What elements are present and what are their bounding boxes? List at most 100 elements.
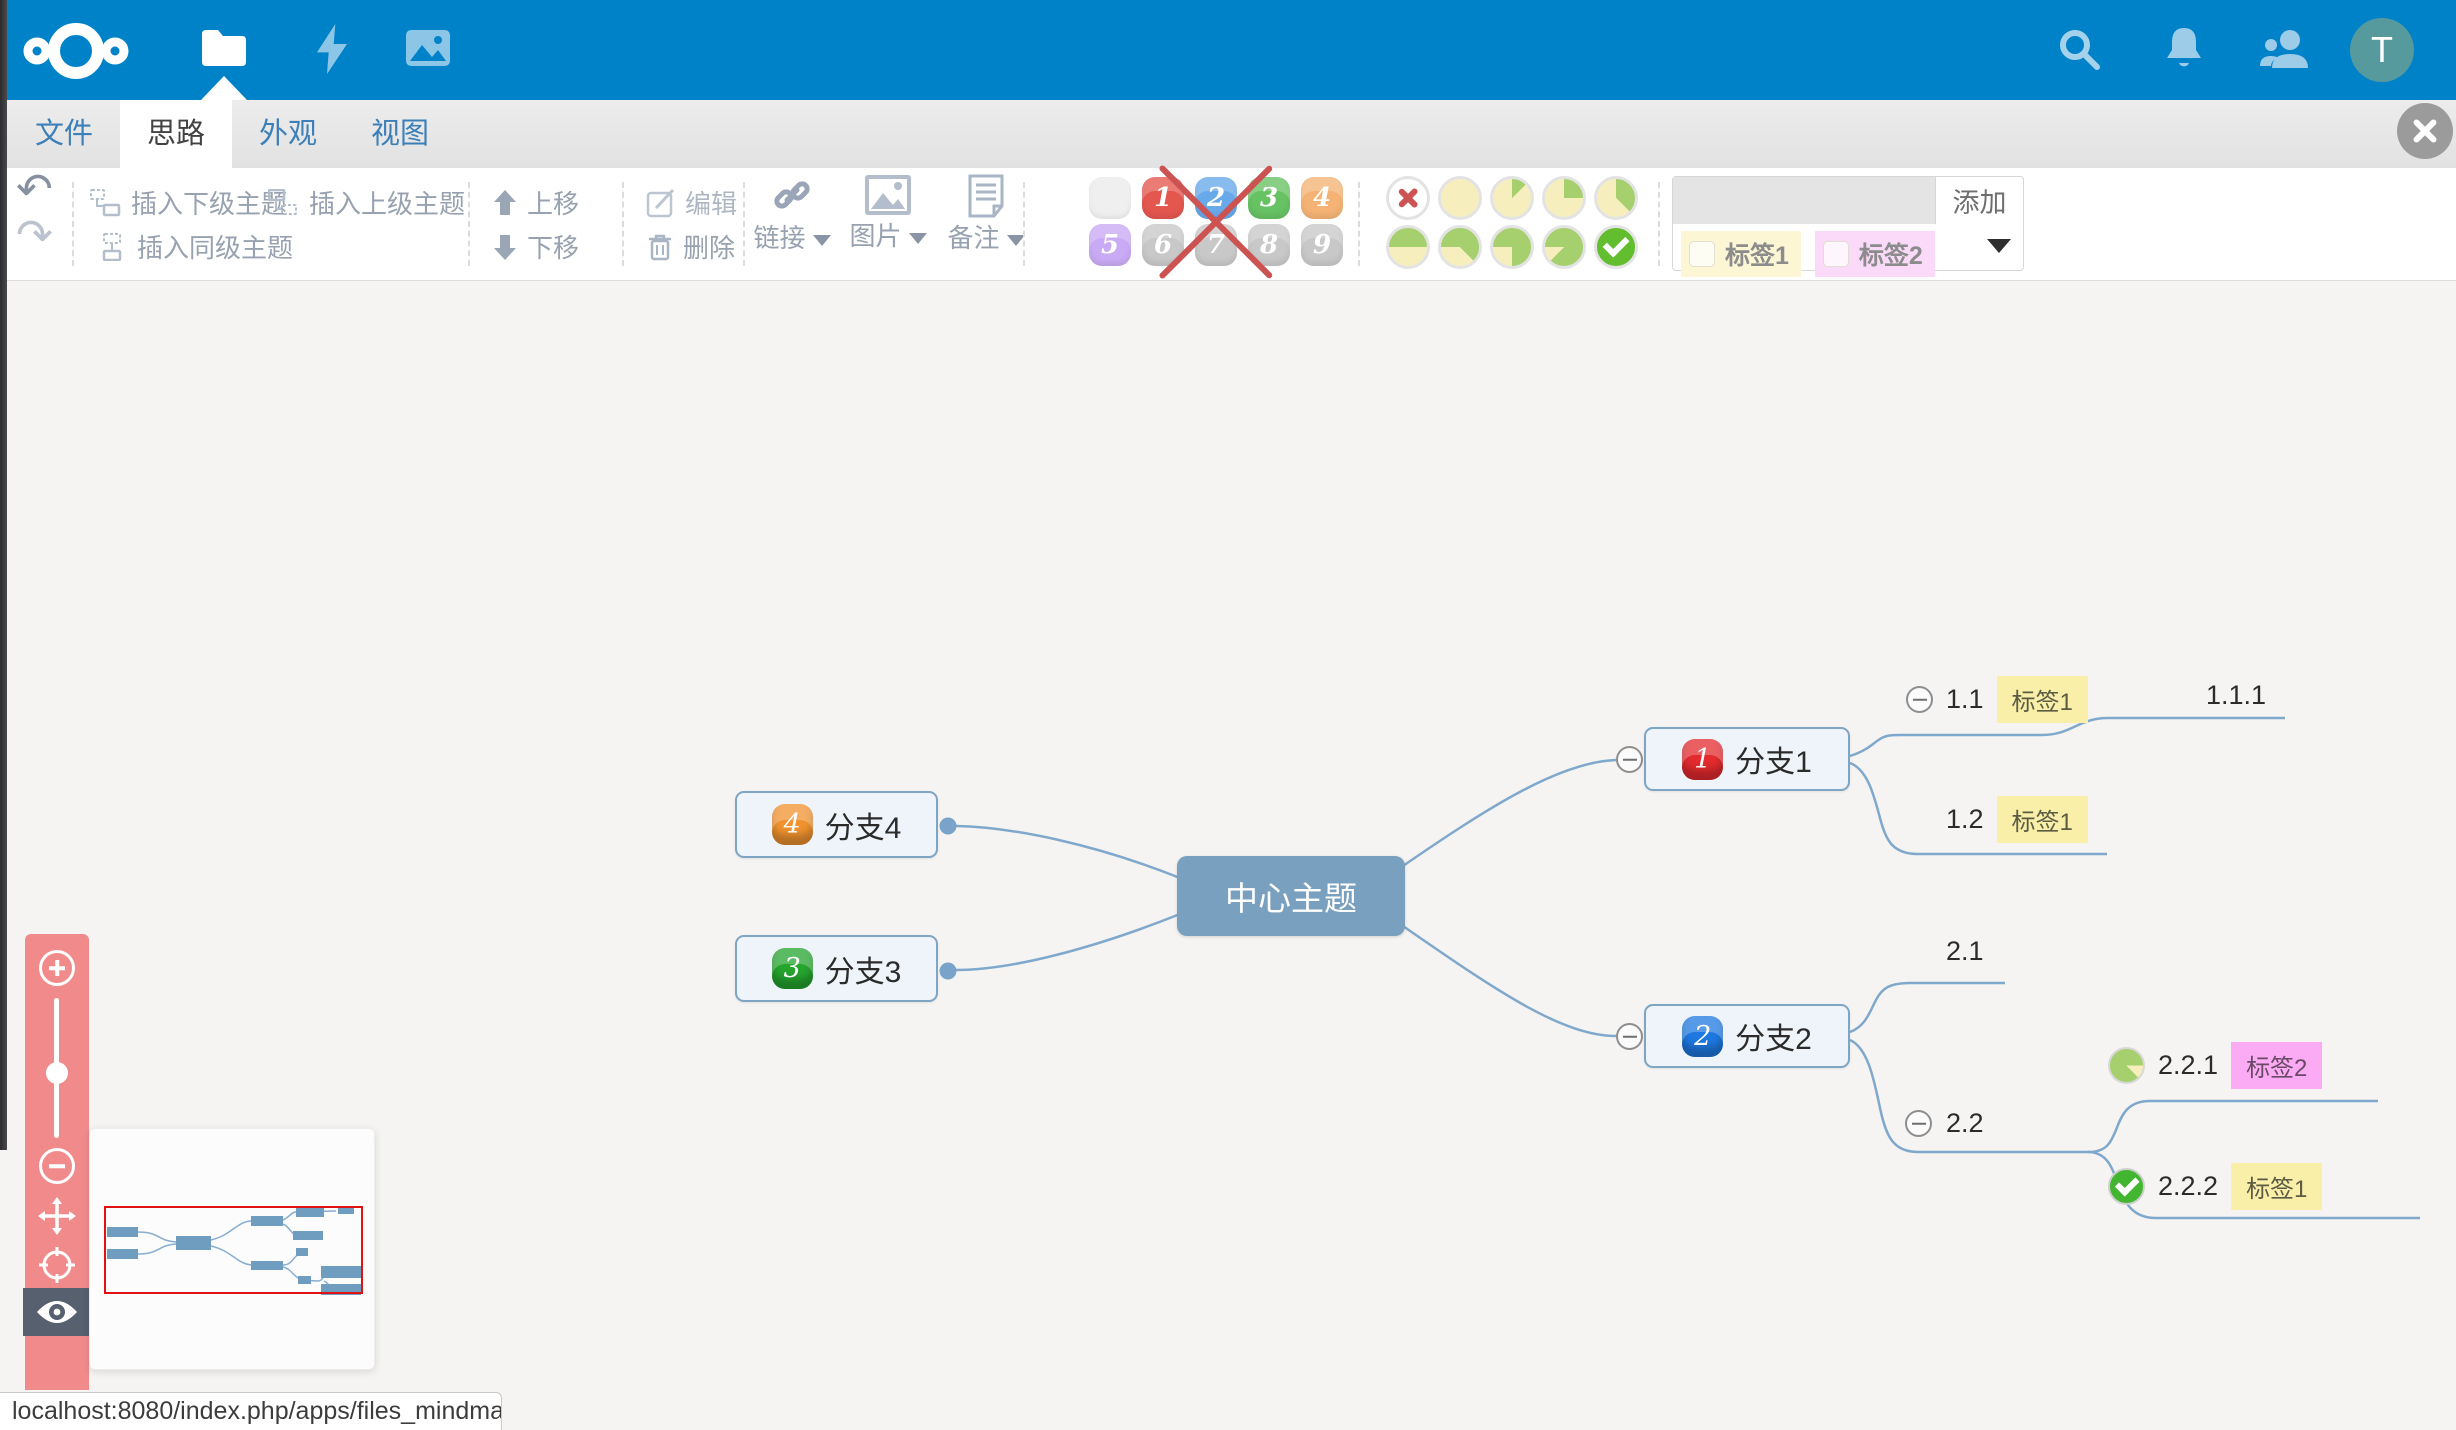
move-down-button[interactable]: 下移 — [492, 228, 579, 265]
mindmap-node-central[interactable]: 中心主题 — [1177, 856, 1405, 936]
insert-sibling-topic-button[interactable]: 插入同级主题 — [96, 228, 293, 265]
minimap-node — [338, 1207, 354, 1214]
priority-5-button[interactable]: 5 — [1089, 224, 1131, 266]
edit-pencil-icon — [646, 188, 675, 217]
checkbox-icon[interactable] — [1689, 241, 1715, 267]
mindmap-node-branch4[interactable]: 4 分支4 — [735, 791, 938, 858]
edit-button[interactable]: 编辑 — [646, 184, 737, 221]
checkbox-icon[interactable] — [1822, 241, 1849, 267]
priority-4-button[interactable]: 4 — [1301, 177, 1343, 219]
tab-view[interactable]: 视图 — [371, 118, 430, 150]
activity-app-icon[interactable] — [312, 24, 352, 74]
minimap-node — [321, 1266, 361, 1278]
mindmap-node-branch1[interactable]: 1 分支1 — [1644, 727, 1850, 791]
minimap-node — [176, 1236, 211, 1250]
progress-37.5-button[interactable] — [1594, 176, 1638, 220]
mindmap-node-1-1-1[interactable]: 1.1.1 — [2206, 680, 2267, 710]
search-icon[interactable] — [2056, 26, 2102, 72]
collapse-branch2-icon[interactable] — [1616, 1023, 1643, 1050]
progress-50-button[interactable] — [1386, 225, 1430, 269]
mindmap-node-2-1[interactable]: 2.1 — [1946, 936, 1984, 966]
priority-9-button[interactable]: 9 — [1301, 224, 1343, 266]
progress-done-button[interactable] — [1594, 225, 1638, 269]
minimap-viewport[interactable] — [104, 1206, 363, 1294]
minimap-panel[interactable] — [89, 1128, 375, 1370]
note-caret-icon — [1006, 234, 1025, 246]
minimap-links — [137, 1210, 337, 1291]
progress-0-button[interactable] — [1438, 176, 1482, 220]
insert-child-topic-button[interactable]: 插入下级主题 — [90, 184, 287, 221]
move-up-button[interactable]: 上移 — [492, 184, 579, 221]
tag-dropdown-caret-icon[interactable] — [1987, 239, 2011, 253]
pan-move-icon[interactable] — [37, 1196, 77, 1236]
progress-pie-icon — [2108, 1047, 2145, 1084]
progress-75-button[interactable] — [1490, 225, 1534, 269]
node-tag: 标签2 — [2231, 1042, 2323, 1089]
minimap-node — [251, 1261, 283, 1270]
files-app-icon[interactable] — [200, 28, 248, 68]
progress-62.5-button[interactable] — [1438, 225, 1482, 269]
priority-1-button[interactable]: 1 — [1142, 177, 1184, 219]
status-url-bar: localhost:8080/index.php/apps/files_mind… — [0, 1392, 502, 1430]
tag-widget: 添加 标签1 标签2 — [1672, 176, 2024, 277]
close-icon[interactable] — [2397, 103, 2453, 159]
minimap-toggle-eye-icon[interactable] — [23, 1288, 91, 1336]
tag-chip-2[interactable]: 标签2 — [1814, 231, 1935, 277]
redo-icon[interactable]: ↷ — [16, 211, 53, 260]
mindmap-node-branch2[interactable]: 2 分支2 — [1644, 1004, 1850, 1068]
tag-input[interactable] — [1673, 177, 1936, 224]
progress-87.5-button[interactable] — [1542, 225, 1586, 269]
add-tag-button[interactable]: 添加 — [1935, 177, 2023, 224]
progress-done-icon — [2108, 1168, 2145, 1205]
mindmap-node-1-2[interactable]: 1.2 标签1 — [1946, 796, 2088, 843]
tab-file[interactable]: 文件 — [35, 118, 94, 150]
zoom-slider-thumb[interactable] — [46, 1062, 68, 1084]
tab-idea[interactable]: 思路 — [120, 100, 233, 168]
collapse-n11-icon[interactable] — [1906, 686, 1933, 713]
note-button[interactable]: 备注 — [944, 174, 1028, 255]
mindmap-node-branch3[interactable]: 3 分支3 — [735, 935, 938, 1002]
zoom-out-icon[interactable] — [39, 1148, 75, 1184]
gallery-app-icon[interactable] — [405, 29, 451, 67]
nextcloud-logo-icon[interactable] — [22, 20, 130, 82]
collapse-branch1-icon[interactable] — [1616, 746, 1643, 773]
trash-icon — [649, 234, 671, 260]
progress-picker — [1386, 176, 1638, 269]
insert-parent-topic-button[interactable]: 插入上级主题 — [268, 184, 465, 221]
notifications-bell-icon[interactable] — [2160, 24, 2208, 74]
priority-7-button[interactable]: 7 — [1195, 224, 1237, 266]
collapse-n22-icon[interactable] — [1905, 1110, 1932, 1137]
tab-appearance[interactable]: 外观 — [259, 118, 318, 150]
window-edge — [0, 0, 7, 1150]
mindmap-node-2-2-2[interactable]: 2.2.2 标签1 — [2108, 1163, 2323, 1210]
progress-12.5-button[interactable] — [1490, 176, 1534, 220]
delete-button[interactable]: 删除 — [646, 228, 735, 265]
zoom-navigator — [23, 934, 91, 1390]
zoom-in-icon[interactable] — [39, 950, 75, 986]
minimap-node — [107, 1249, 138, 1259]
active-app-indicator — [201, 76, 247, 100]
priority-3-badge: 3 — [771, 948, 813, 989]
progress-25-button[interactable] — [1542, 176, 1586, 220]
minimap-node — [107, 1227, 138, 1237]
arrow-down-icon — [494, 234, 516, 260]
link-caret-icon — [812, 234, 831, 246]
user-avatar[interactable]: T — [2350, 18, 2414, 82]
image-icon — [865, 175, 911, 215]
mindmap-node-1-1[interactable]: 1.1 标签1 — [1946, 676, 2088, 723]
insert-sibling-icon — [102, 232, 122, 261]
locate-center-icon[interactable] — [37, 1245, 77, 1285]
tag-chip-1[interactable]: 标签1 — [1681, 231, 1801, 277]
undo-icon[interactable]: ↶ — [16, 165, 53, 214]
priority-clear-icon[interactable] — [1089, 177, 1131, 219]
priority-1-badge: 1 — [1682, 738, 1724, 780]
mindmap-node-2-2[interactable]: 2.2 — [1946, 1108, 1984, 1138]
contacts-icon[interactable] — [2258, 26, 2310, 72]
progress-clear-icon[interactable] — [1386, 176, 1430, 220]
minimap-node — [251, 1216, 283, 1226]
link-button[interactable]: 链接 — [752, 174, 832, 255]
node-tag: 标签1 — [1996, 676, 2088, 723]
mindmap-node-2-2-1[interactable]: 2.2.1 标签2 — [2108, 1042, 2323, 1089]
priority-2-button[interactable]: 2 — [1195, 177, 1237, 219]
image-button[interactable]: 图片 — [846, 174, 930, 253]
